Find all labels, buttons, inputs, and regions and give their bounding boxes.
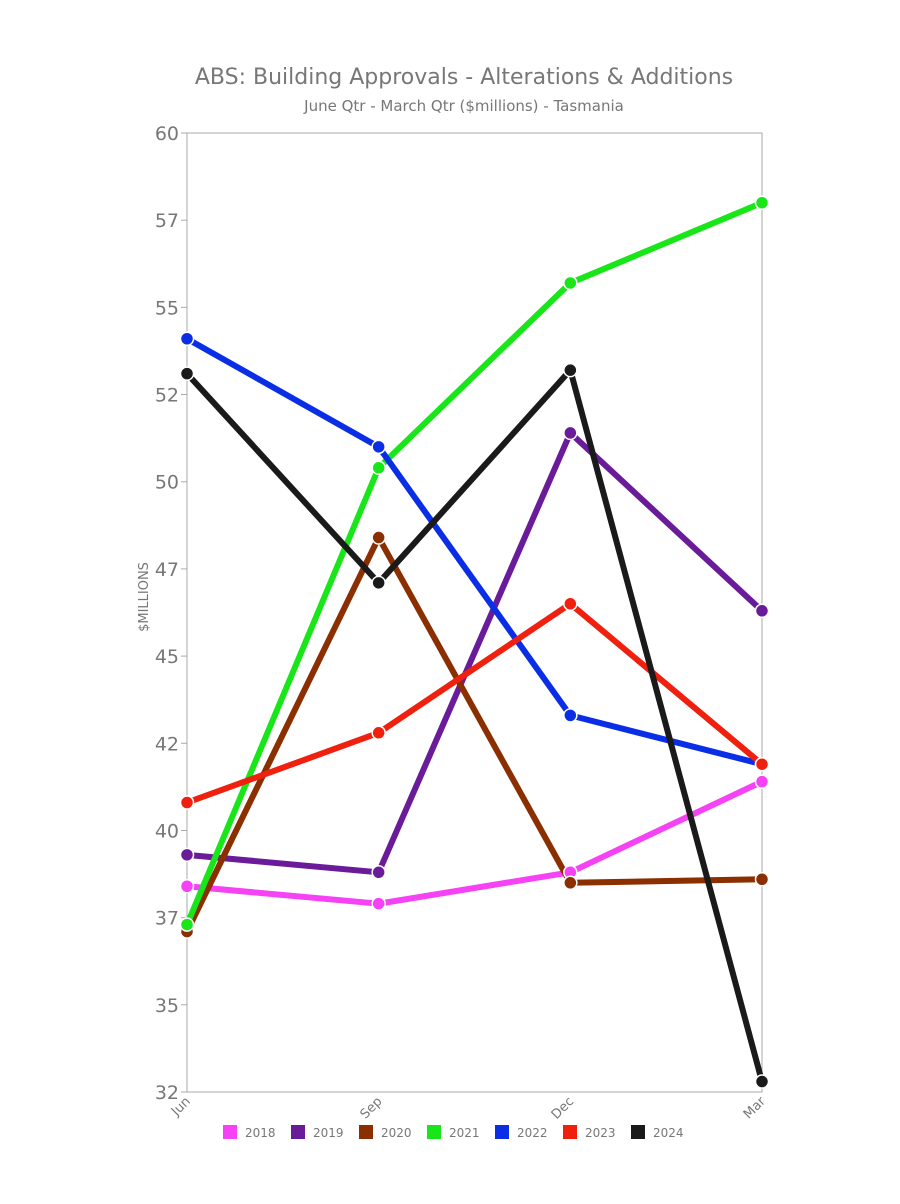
data-point [563, 425, 578, 441]
chart-title: ABS: Building Approvals - Alterations & … [195, 65, 733, 90]
data-point [371, 530, 386, 545]
y-tick-label: 40 [155, 820, 179, 842]
legend-swatch [427, 1125, 441, 1139]
legend-swatch [359, 1125, 373, 1139]
y-tick-label: 42 [155, 733, 179, 755]
series-line [184, 367, 765, 1083]
legend-swatch [631, 1125, 645, 1139]
data-point [754, 774, 770, 789]
data-point [563, 596, 578, 612]
series-line [184, 199, 764, 926]
series-line [184, 534, 763, 933]
data-point [563, 275, 578, 291]
data-point [179, 917, 195, 932]
series-line [185, 336, 763, 768]
legend-swatch [223, 1125, 237, 1139]
plot-frame [186, 132, 763, 1093]
data-point [179, 879, 195, 894]
y-tick-label: 37 [155, 908, 179, 930]
legend-swatch [495, 1125, 509, 1139]
data-point [563, 362, 578, 378]
legend-swatch [563, 1125, 577, 1139]
data-point [371, 575, 386, 591]
y-tick-label: 60 [155, 123, 179, 145]
data-point [179, 795, 195, 810]
y-tick-label: 57 [155, 210, 179, 232]
x-tick-label: Dec [549, 1094, 577, 1122]
legend-label: 2021 [449, 1126, 480, 1140]
data-point [179, 847, 195, 863]
series-line [185, 600, 764, 806]
data-point [754, 603, 770, 619]
x-tick-label: Mar [741, 1094, 769, 1122]
y-tick-label: 32 [155, 1082, 179, 1104]
data-point [754, 195, 770, 210]
y-tick-label: 50 [155, 472, 179, 494]
y-axis-label: $MILLIONS [137, 562, 152, 632]
data-point [754, 872, 770, 887]
data-point [179, 331, 195, 346]
data-point [371, 460, 386, 476]
data-point [754, 1074, 770, 1089]
y-tick-label: 55 [155, 297, 179, 319]
legend-label: 2019 [313, 1126, 344, 1140]
series-line [186, 429, 765, 876]
legend-swatch [291, 1125, 305, 1139]
y-tick-label: 52 [155, 385, 179, 407]
series-line [186, 778, 764, 907]
legend-label: 2020 [381, 1126, 412, 1140]
data-point [371, 896, 386, 911]
legend-label: 2024 [653, 1126, 684, 1140]
y-tick-label: 47 [155, 559, 179, 581]
legend-label: 2018 [245, 1126, 276, 1140]
data-point [563, 708, 578, 723]
x-tick-label: Sep [358, 1094, 386, 1122]
data-point [563, 875, 578, 891]
chart-subtitle: June Qtr - March Qtr ($millions) - Tasma… [303, 97, 624, 115]
legend-label: 2023 [585, 1126, 616, 1140]
data-point [371, 725, 386, 741]
data-point [371, 865, 386, 880]
data-point [371, 439, 386, 455]
data-point [179, 366, 195, 381]
data-point [754, 756, 770, 772]
y-tick-label: 45 [155, 646, 179, 668]
y-tick-label: 35 [155, 995, 179, 1017]
legend-label: 2022 [517, 1126, 548, 1140]
